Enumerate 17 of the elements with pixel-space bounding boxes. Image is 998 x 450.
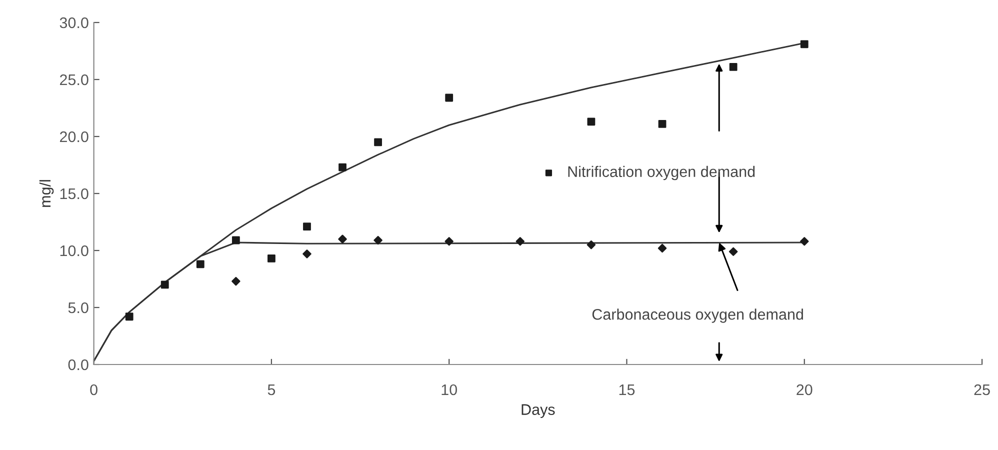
y-tick-label: 0.0	[68, 359, 88, 370]
x-tick-label: 10	[442, 384, 457, 396]
x-tick-label: 25	[974, 384, 990, 396]
x-axis-title: Days	[522, 404, 555, 418]
x-tick-label: 0	[90, 384, 98, 396]
y-tick-label: 5.0	[68, 302, 88, 314]
x-tick-label: 20	[796, 384, 812, 396]
annotation: Carbonaceous oxygen demand	[592, 308, 803, 323]
y-tick-label: 20.0	[60, 131, 88, 142]
y-tick-label: 15.0	[60, 188, 88, 200]
x-tick-label: 5	[268, 384, 276, 396]
y-tick-label: 30.0	[60, 17, 88, 28]
x-tick-label: 15	[619, 384, 635, 396]
y-tick-label: 25.0	[60, 74, 88, 86]
legend-label: Nitrification oxygen demand	[568, 166, 755, 180]
y-axis-title: mg/l	[39, 180, 54, 207]
y-tick-label: 10.0	[60, 245, 88, 256]
